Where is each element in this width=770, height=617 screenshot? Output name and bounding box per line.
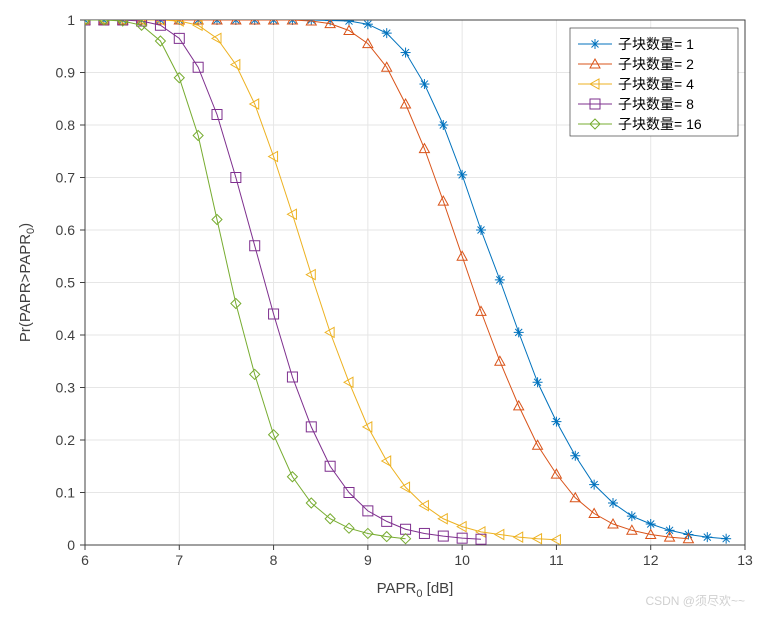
svg-text:0.4: 0.4 [56, 327, 76, 343]
svg-text:0: 0 [67, 537, 75, 553]
svg-text:0.5: 0.5 [56, 275, 76, 291]
legend-label-0: 子块数量= 1 [618, 36, 694, 52]
legend-label-2: 子块数量= 4 [618, 76, 694, 92]
svg-text:1: 1 [67, 12, 75, 28]
legend-label-4: 子块数量= 16 [618, 116, 702, 132]
svg-text:13: 13 [737, 552, 753, 568]
svg-text:0.9: 0.9 [56, 65, 76, 81]
svg-text:11: 11 [549, 552, 564, 568]
svg-text:0.2: 0.2 [56, 432, 76, 448]
svg-text:9: 9 [364, 552, 372, 568]
legend-label-3: 子块数量= 8 [618, 96, 694, 112]
svg-text:10: 10 [454, 552, 470, 568]
svg-text:0.8: 0.8 [56, 117, 76, 133]
svg-text:7: 7 [175, 552, 183, 568]
svg-text:0.7: 0.7 [56, 170, 76, 186]
svg-text:0.1: 0.1 [56, 485, 76, 501]
svg-text:12: 12 [643, 552, 659, 568]
svg-text:8: 8 [270, 552, 278, 568]
ccdf-chart: 6 7 8 9 10 11 12 13 0 0.1 0.2 0.3 0.4 0.5 0.6 0.7 0.8 0.9… [0, 0, 770, 617]
svg-text:0.6: 0.6 [56, 222, 76, 238]
legend-label-1: 子块数量= 2 [618, 56, 694, 72]
svg-text:6: 6 [81, 552, 89, 568]
svg-text:0.3: 0.3 [56, 380, 76, 396]
